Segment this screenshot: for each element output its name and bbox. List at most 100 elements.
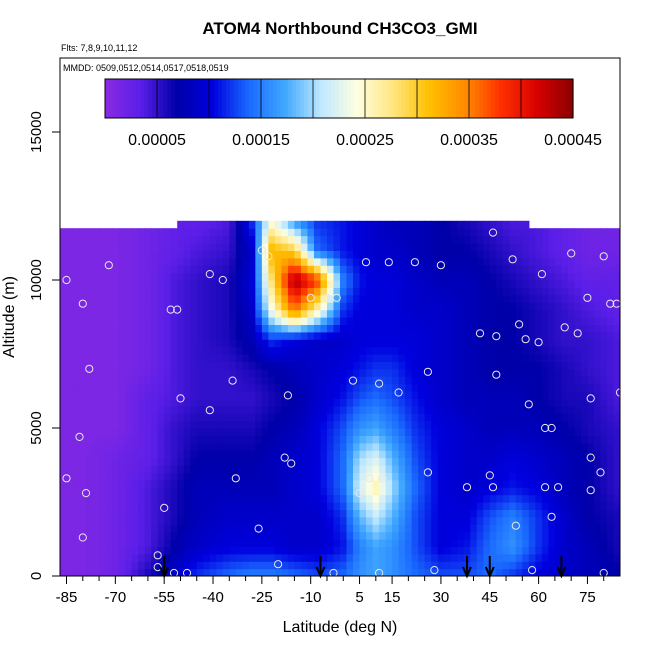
heat-cell <box>307 331 315 340</box>
heat-cell <box>151 516 159 525</box>
heat-cell <box>457 391 465 399</box>
heat-cell <box>476 472 484 481</box>
heat-cell <box>131 391 139 399</box>
heat-cell <box>366 317 374 325</box>
sample-point <box>375 379 384 388</box>
heat-cell <box>509 442 517 451</box>
heat-cell <box>366 376 374 385</box>
heat-cell <box>405 553 413 562</box>
heat-cell <box>60 487 68 496</box>
heat-cell <box>307 539 315 547</box>
heat-cell <box>561 361 569 370</box>
heat-cell <box>112 472 120 481</box>
heat-cell <box>60 324 68 333</box>
heat-cell <box>183 250 191 259</box>
heat-cell <box>281 235 289 244</box>
sample-point <box>606 299 615 308</box>
heat-cell <box>574 398 582 407</box>
heat-cell <box>105 546 113 555</box>
heat-cell <box>418 435 426 444</box>
colorbar-segment <box>327 79 332 118</box>
heat-cell <box>463 420 471 429</box>
heat-cell <box>125 391 133 399</box>
heat-cell <box>392 294 400 303</box>
heat-cell <box>353 317 361 325</box>
heat-cell <box>385 228 393 237</box>
heat-cell <box>561 339 569 348</box>
heat-cell <box>444 257 452 266</box>
heat-cell <box>528 265 536 274</box>
heat-cell <box>170 457 178 466</box>
heat-cell <box>86 280 94 288</box>
heat-cell <box>489 361 497 370</box>
heat-cell <box>229 361 237 370</box>
heat-cell <box>463 413 471 422</box>
heat-cell <box>613 339 620 348</box>
heat-cell <box>431 420 439 429</box>
heat-cell <box>248 398 256 407</box>
heat-cell <box>144 457 152 466</box>
heat-cell <box>606 531 615 540</box>
heat-cell <box>177 420 185 429</box>
heat-cell <box>177 280 185 288</box>
heat-cell <box>522 553 530 562</box>
heat-cell <box>535 465 543 473</box>
heat-cell <box>366 524 374 533</box>
heat-cell <box>535 368 543 377</box>
heat-cell <box>216 324 224 333</box>
heat-cell <box>235 524 243 533</box>
heat-cell <box>444 280 452 288</box>
heat-cell <box>60 243 68 251</box>
heat-cell <box>496 450 504 459</box>
heat-cell <box>131 457 139 466</box>
heat-cell <box>561 287 569 296</box>
heat-cell <box>203 220 211 229</box>
heat-cell <box>476 376 484 385</box>
colorbar-segment <box>319 79 324 118</box>
heat-cell <box>138 287 146 296</box>
heat-cell <box>164 391 172 399</box>
heat-cell <box>470 287 478 296</box>
heat-cell <box>463 398 471 407</box>
heat-cell <box>398 243 406 251</box>
heat-cell <box>333 339 341 348</box>
heat-cell <box>60 405 68 414</box>
heat-cell <box>333 272 341 281</box>
heat-cell <box>600 354 608 362</box>
heat-cell <box>268 287 276 296</box>
heat-cell <box>125 398 133 407</box>
heat-cell <box>613 428 620 436</box>
heat-cell <box>340 398 348 407</box>
heat-cell <box>418 302 426 311</box>
heat-cell <box>593 568 602 576</box>
heat-cell <box>431 354 439 362</box>
heat-cell <box>157 250 165 259</box>
colorbar-segment <box>569 79 574 118</box>
heat-cell <box>450 435 458 444</box>
heat-cell <box>112 383 120 392</box>
heat-cell <box>541 257 549 266</box>
heat-cell <box>392 539 400 547</box>
heat-cell <box>437 324 445 333</box>
heat-cell <box>281 442 289 451</box>
heat-cell <box>313 220 322 229</box>
heat-cell <box>307 361 315 370</box>
heat-cell <box>405 420 413 429</box>
heat-cell <box>242 502 250 510</box>
heat-cell <box>177 302 185 311</box>
heat-cell <box>470 376 478 385</box>
heat-cell <box>509 280 517 288</box>
heat-cell <box>496 457 504 466</box>
heat-cell <box>392 428 400 436</box>
x-tick-label: -55 <box>153 589 175 606</box>
heat-cell <box>255 324 263 333</box>
heat-cell <box>294 383 302 392</box>
heat-cell <box>229 257 237 266</box>
heat-cell <box>203 553 211 562</box>
heat-cell <box>242 257 250 266</box>
heat-cell <box>125 257 133 266</box>
heat-cell <box>418 287 426 296</box>
heat-cell <box>600 494 608 503</box>
heat-cell <box>541 302 549 311</box>
heat-cell <box>326 450 335 459</box>
